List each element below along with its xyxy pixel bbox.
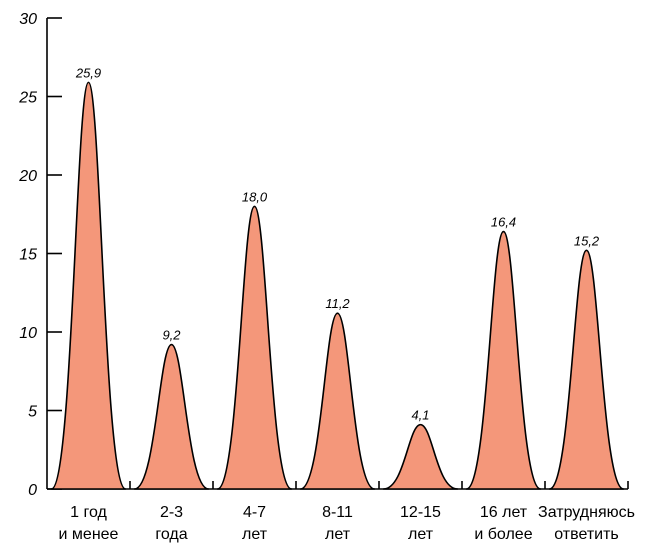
x-category-label: года — [155, 526, 187, 543]
x-category-label: и менее — [59, 526, 119, 543]
peak-5 — [465, 230, 542, 490]
data-label: 11,2 — [325, 296, 350, 311]
x-category-label: 16 лет — [480, 504, 528, 521]
x-category-label: лет — [325, 526, 351, 543]
peaks — [50, 81, 625, 490]
peak-2 — [216, 205, 293, 490]
data-label: 15,2 — [574, 233, 600, 248]
x-category-label: и более — [474, 526, 532, 543]
data-label: 16,4 — [491, 215, 516, 230]
y-tick-label: 15 — [19, 247, 37, 264]
peak-6 — [548, 249, 625, 490]
x-category-label: 2-3 — [160, 504, 183, 521]
peak-0 — [50, 81, 127, 490]
x-category-label: 8-11 — [322, 504, 353, 521]
labels: 25,9 1 год и менее 9,2 2-3 года 18,0 4-7 лет 11,2… — [59, 65, 635, 543]
data-label: 4,1 — [411, 408, 429, 423]
y-tick-label: 10 — [19, 325, 37, 342]
y-tick-label: 25 — [18, 90, 37, 107]
y-tick-label: 30 — [19, 11, 37, 28]
data-label: 25,9 — [75, 65, 101, 80]
data-label: 18,0 — [242, 189, 268, 204]
x-category-label: Затрудняюсь — [538, 504, 635, 521]
data-label: 9,2 — [162, 328, 181, 343]
x-category-label: 12-15 — [400, 504, 441, 521]
y-tick-label: 5 — [28, 404, 37, 421]
peak-1 — [133, 343, 210, 490]
x-category-label: лет — [408, 526, 434, 543]
peak-4 — [382, 423, 459, 490]
x-category-label: лет — [242, 526, 268, 543]
peak-3 — [299, 312, 376, 490]
x-category-label: ответить — [554, 526, 619, 543]
y-tick-label: 20 — [18, 168, 37, 185]
x-category-label: 1 год — [70, 504, 107, 521]
x-category-label: 4-7 — [243, 504, 266, 521]
y-tick-label: 0 — [28, 482, 37, 499]
